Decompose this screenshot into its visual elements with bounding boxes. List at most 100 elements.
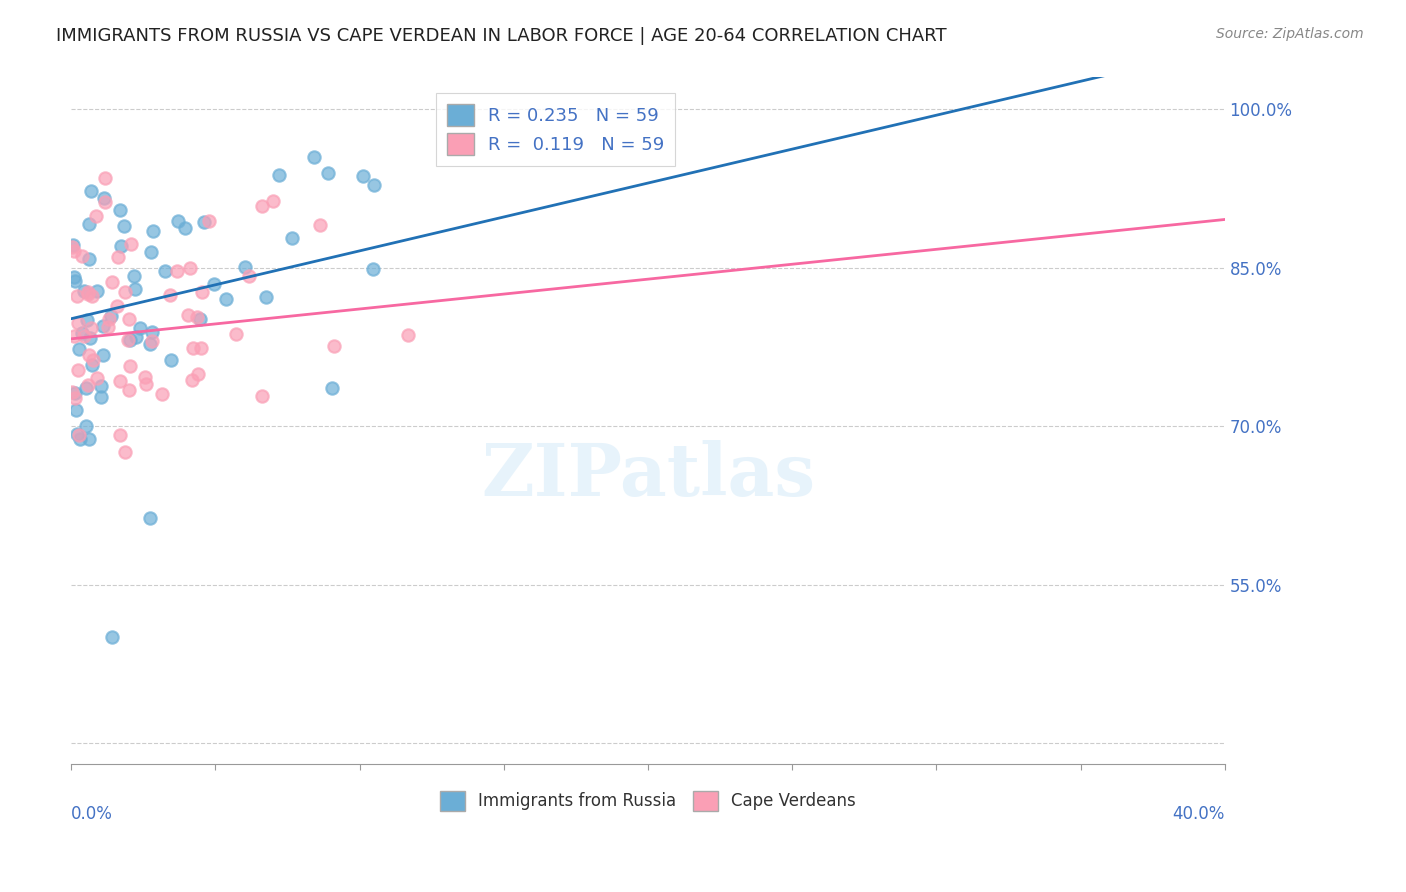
Point <box>179 260 201 275</box>
Point <box>62 328 84 343</box>
Point <box>91 348 114 362</box>
Point <box>135 377 157 392</box>
Point <box>363 178 385 193</box>
Point <box>174 221 197 235</box>
Point <box>105 299 128 313</box>
Point <box>141 334 163 348</box>
Point <box>77 287 100 301</box>
Point <box>122 269 145 284</box>
Point <box>318 165 340 179</box>
Point <box>128 321 150 335</box>
Point <box>139 511 162 525</box>
Point <box>323 338 346 352</box>
Point <box>100 309 122 323</box>
Legend: Immigrants from Russia, Cape Verdeans: Immigrants from Russia, Cape Verdeans <box>433 784 863 818</box>
Point <box>90 378 112 392</box>
Point <box>118 383 141 397</box>
Point <box>114 285 136 299</box>
Point <box>114 444 136 458</box>
Point <box>134 370 156 384</box>
Point <box>191 285 214 299</box>
Point <box>62 237 84 252</box>
Point <box>250 199 273 213</box>
Point <box>63 391 86 405</box>
Point <box>281 231 304 245</box>
Point <box>155 264 177 278</box>
Point <box>65 386 87 401</box>
Point <box>159 288 181 302</box>
Point <box>72 326 94 341</box>
Point <box>108 203 131 218</box>
Point <box>233 260 256 274</box>
Point <box>225 327 247 342</box>
Point <box>77 252 100 267</box>
Point <box>67 343 90 357</box>
Point <box>60 240 83 254</box>
Point <box>193 215 215 229</box>
Point <box>67 428 90 442</box>
Text: 0.0%: 0.0% <box>72 805 112 823</box>
Point <box>176 308 198 322</box>
Point <box>120 237 142 252</box>
Point <box>73 329 96 343</box>
Point <box>107 250 129 264</box>
Point <box>120 333 142 347</box>
Point <box>215 293 238 307</box>
Point <box>352 169 374 183</box>
Point <box>75 418 97 433</box>
Point <box>124 282 146 296</box>
Point <box>250 389 273 403</box>
Point <box>110 428 132 442</box>
Point <box>82 353 104 368</box>
Text: Source: ZipAtlas.com: Source: ZipAtlas.com <box>1216 27 1364 41</box>
Point <box>112 219 135 234</box>
Point <box>82 289 104 303</box>
Point <box>267 168 290 182</box>
Point <box>91 318 114 333</box>
Point <box>197 214 219 228</box>
Point <box>94 195 117 210</box>
Text: IMMIGRANTS FROM RUSSIA VS CAPE VERDEAN IN LABOR FORCE | AGE 20-64 CORRELATION CH: IMMIGRANTS FROM RUSSIA VS CAPE VERDEAN I… <box>56 27 946 45</box>
Point <box>90 390 112 404</box>
Point <box>124 330 146 344</box>
Point <box>94 171 117 186</box>
Point <box>66 289 89 303</box>
Point <box>77 432 100 446</box>
Point <box>98 311 121 326</box>
Point <box>63 269 86 284</box>
Point <box>238 268 260 283</box>
Point <box>101 631 124 645</box>
Point <box>63 244 86 259</box>
Point <box>363 261 385 276</box>
Point <box>108 375 131 389</box>
Point <box>139 337 162 351</box>
Point <box>73 285 96 299</box>
Point <box>138 16 160 30</box>
Point <box>110 239 132 253</box>
Point <box>202 277 225 291</box>
Point <box>302 150 325 164</box>
Point <box>80 358 103 372</box>
Point <box>186 310 208 324</box>
Point <box>77 217 100 231</box>
Point <box>139 245 162 260</box>
Point <box>396 327 419 342</box>
Point <box>79 331 101 345</box>
Point <box>67 316 90 330</box>
Point <box>77 378 100 392</box>
Text: 40.0%: 40.0% <box>1173 805 1225 823</box>
Point <box>181 373 204 387</box>
Point <box>166 213 188 227</box>
Point <box>187 368 209 382</box>
Point <box>69 433 91 447</box>
Point <box>79 184 101 198</box>
Point <box>65 274 87 288</box>
Point <box>262 194 284 209</box>
Point <box>321 380 343 394</box>
Point <box>76 313 98 327</box>
Point <box>117 333 139 347</box>
Point <box>309 218 332 232</box>
Point <box>65 403 87 417</box>
Point <box>93 191 115 205</box>
Point <box>84 209 107 223</box>
